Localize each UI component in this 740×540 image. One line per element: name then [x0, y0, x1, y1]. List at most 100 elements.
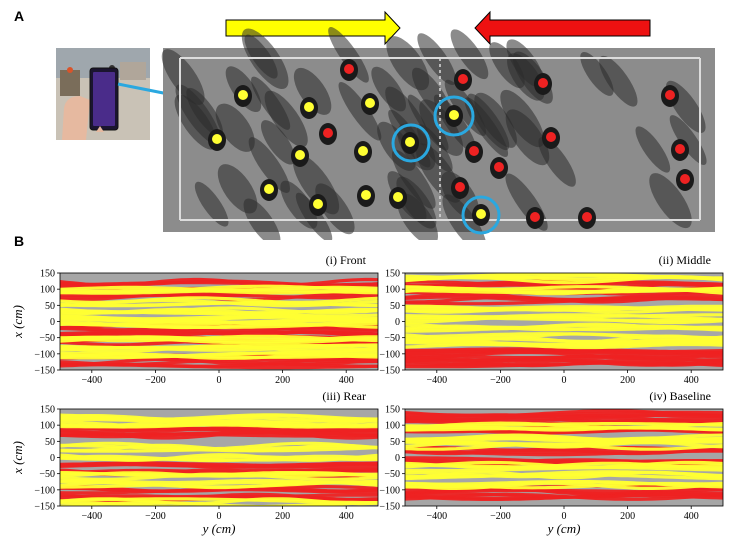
- pedestrian-shadow: [580, 51, 614, 96]
- yellow-cap-pedestrian: [476, 209, 486, 219]
- hand-icon: [62, 96, 90, 140]
- y-tick-label: 50: [390, 301, 400, 312]
- pedestrian-shadow: [599, 55, 638, 107]
- pedestrian-shadow: [217, 164, 258, 214]
- y-tick-label: −150: [34, 502, 55, 513]
- trajectory-plot-2: −400 −200 0 200 400 150 100 50 0 −50 −100 −150 (ii) …: [379, 253, 724, 386]
- pedestrian-shadow: [248, 137, 290, 193]
- y-tick-label: 100: [385, 421, 400, 432]
- yellow-trajectory: [60, 296, 378, 305]
- yellow-trajectory: [60, 479, 378, 489]
- red-trajectory: [405, 359, 723, 368]
- red-trajectory: [60, 329, 378, 336]
- red-trajectory: [60, 462, 378, 469]
- y-axis-label: x (cm): [10, 441, 25, 475]
- pedestrian-shadow: [474, 92, 517, 148]
- plot-title: (ii) Middle: [659, 253, 711, 267]
- red-cap-pedestrian: [675, 144, 685, 154]
- yellow-cap-pedestrian: [212, 134, 222, 144]
- yellow-trajectory: [405, 470, 723, 479]
- y-tick-label: 50: [45, 301, 55, 312]
- yellow-trajectory: [60, 455, 378, 462]
- pedestrian-shadow: [215, 103, 255, 152]
- red-cap-pedestrian: [455, 182, 465, 192]
- pedestrian-shadow: [244, 34, 278, 79]
- yellow-trajectory: [60, 344, 378, 350]
- y-tick-label: 150: [385, 405, 400, 416]
- x-axis-label: y (cm): [546, 521, 581, 536]
- x-tick-label: 0: [562, 511, 567, 522]
- pedestrian-shadow: [669, 115, 707, 165]
- x-tick-label: −200: [145, 375, 166, 386]
- red-trajectory: [60, 430, 378, 439]
- yellow-trajectory: [405, 466, 723, 473]
- red-trajectory: [405, 410, 723, 417]
- y-tick-label: 0: [395, 453, 400, 464]
- pedestrian-shadow: [260, 120, 296, 165]
- red-trajectory: [405, 297, 723, 306]
- yellow-trajectory: [405, 322, 723, 331]
- red-trajectory: [60, 277, 378, 287]
- highlight-circle: [461, 195, 501, 235]
- plot-title: (iv) Baseline: [649, 389, 711, 403]
- x-tick-label: −200: [145, 511, 166, 522]
- yellow-cap-pedestrian: [449, 110, 459, 120]
- y-tick-label: −50: [39, 333, 55, 344]
- trajectory-plot-4: −400 −200 0 200 400 150 100 50 0 −50 −100 −150 (iv) …: [379, 389, 724, 536]
- yellow-trajectory: [405, 285, 723, 291]
- red-trajectory: [405, 416, 723, 423]
- red-cap-pedestrian: [582, 212, 592, 222]
- yellow-trajectory: [405, 421, 723, 430]
- y-tick-label: 0: [50, 317, 55, 328]
- x-tick-label: 200: [620, 511, 635, 522]
- yellow-trajectory: [405, 340, 723, 347]
- y-tick-label: −50: [39, 469, 55, 480]
- red-trajectory: [405, 447, 723, 456]
- yellow-trajectory: [405, 433, 723, 442]
- red-trajectory: [60, 359, 378, 367]
- yellow-cap-pedestrian: [393, 192, 403, 202]
- yellow-trajectory: [405, 313, 723, 322]
- trajectory-plot-3: −400 −200 0 200 400 150 100 50 0 −50 −100 −150 (iii)…: [10, 389, 379, 536]
- leftward-arrow-icon: [474, 10, 651, 46]
- pedestrian-shadow: [371, 66, 406, 112]
- y-tick-label: 0: [395, 317, 400, 328]
- yellow-trajectory: [60, 335, 378, 345]
- y-tick-label: 150: [385, 269, 400, 280]
- pedestrian-shadow: [328, 27, 369, 83]
- x-tick-label: −200: [490, 511, 511, 522]
- yellow-trajectory: [405, 274, 723, 282]
- pedestrian-shadow: [295, 192, 333, 240]
- yellow-trajectory: [60, 500, 378, 506]
- overhead-crowd-photo: [161, 27, 715, 240]
- yellow-trajectory: [60, 497, 378, 505]
- x-tick-label: 400: [339, 375, 354, 386]
- x-tick-label: 0: [217, 375, 222, 386]
- red-cap-pedestrian: [665, 90, 675, 100]
- x-tick-label: 200: [275, 511, 290, 522]
- red-trajectory: [60, 488, 378, 495]
- x-tick-label: −400: [426, 511, 447, 522]
- x-tick-label: 0: [562, 375, 567, 386]
- panel-a-label: A: [14, 8, 25, 24]
- y-tick-label: −100: [34, 349, 55, 360]
- x-tick-label: −400: [426, 375, 447, 386]
- red-trajectory: [60, 461, 378, 469]
- yellow-cap-pedestrian: [304, 102, 314, 112]
- red-cap-pedestrian: [344, 64, 354, 74]
- pedestrian-shadow: [293, 67, 332, 115]
- yellow-trajectory: [405, 332, 723, 340]
- plot-title: (iii) Rear: [322, 389, 366, 403]
- y-tick-label: −100: [379, 485, 400, 496]
- y-tick-label: 0: [50, 453, 55, 464]
- yellow-trajectory: [60, 423, 378, 429]
- x-tick-label: 400: [339, 511, 354, 522]
- yellow-trajectory: [405, 442, 723, 451]
- yellow-cap-pedestrian: [295, 150, 305, 160]
- pedestrian-shadow: [417, 33, 457, 86]
- y-tick-label: 50: [45, 437, 55, 448]
- yellow-trajectory: [405, 480, 723, 489]
- pedestrian-shadow: [419, 99, 464, 156]
- yellow-cap-pedestrian: [361, 190, 371, 200]
- pedestrian-shadow: [464, 97, 509, 158]
